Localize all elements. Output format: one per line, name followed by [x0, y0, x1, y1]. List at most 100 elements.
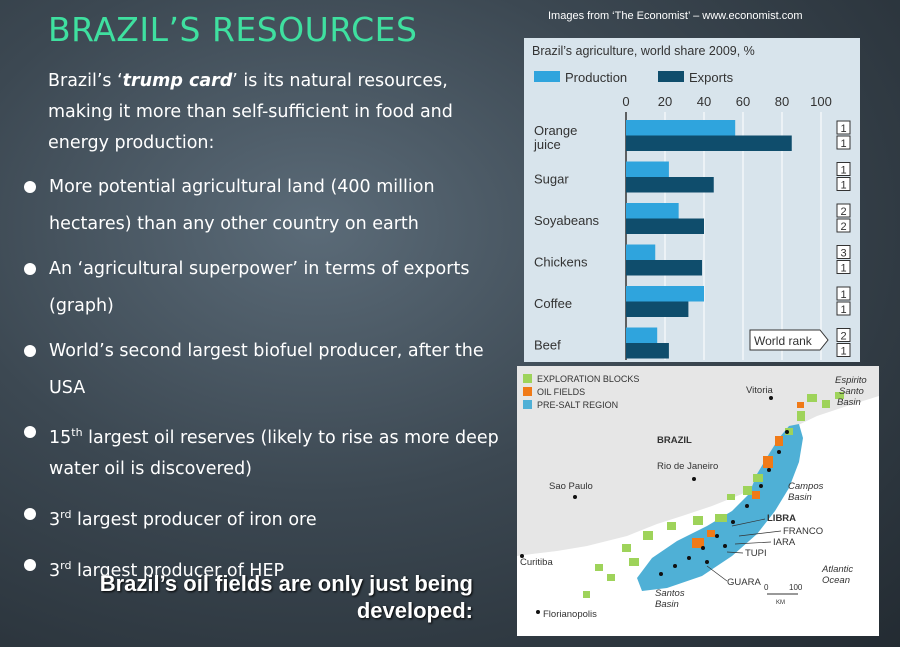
label-brazil: BRAZIL [657, 435, 692, 446]
rank-box [836, 286, 851, 301]
category-label: Coffee [534, 296, 572, 311]
rank-box [836, 218, 851, 233]
rank-box [836, 343, 851, 357]
slide-title: BRAZIL’S RESOURCES [48, 10, 418, 49]
label-curitiba: Curitiba [520, 557, 553, 568]
city-marker [573, 495, 577, 499]
label-tupi: TUPI [745, 548, 767, 559]
bullet-list: More potential agricultural land (400 mi… [22, 172, 512, 601]
intro-text: Brazil’s ‘trump card’ is its natural res… [48, 66, 498, 159]
legend-swatch-exports [658, 71, 684, 82]
world-rank-callout [749, 329, 829, 351]
bullet-item: 3rd largest producer of HEP [22, 550, 512, 587]
bullet-item: More potential agricultural land (400 mi… [22, 172, 512, 240]
label-atlantic-1: Atlantic [821, 564, 853, 575]
label-campos-1: Campos [788, 481, 824, 492]
label-libra: LIBRA [767, 513, 796, 524]
bar-production [626, 327, 658, 343]
label-espirito-2: Santo [839, 386, 864, 397]
rank-value: 3 [840, 248, 846, 260]
x-tick-label: 20 [658, 94, 672, 109]
rank-value: 1 [840, 263, 846, 275]
scale-unit: KM [776, 600, 785, 606]
label-franco: FRANCO [783, 526, 823, 537]
rank-value: 2 [840, 206, 846, 218]
rank-value: 1 [840, 138, 846, 150]
presalt-legend-swatch [523, 400, 532, 409]
legend-presalt: PRE-SALT REGION [537, 400, 618, 410]
bullet-text-end: largest producer of iron ore [71, 510, 317, 531]
label-iara: IARA [773, 537, 796, 548]
city-marker [520, 554, 524, 558]
bar-exports [626, 343, 669, 359]
rank-box [836, 162, 851, 176]
label-guara: GUARA [727, 577, 761, 588]
bar-exports [626, 260, 703, 276]
bullet-text: An ‘agricultural superpower’ in terms of… [49, 258, 470, 316]
rank-box [836, 328, 851, 342]
intro-emphasis: trump card [122, 71, 233, 91]
bullet-text: 15 [49, 428, 72, 449]
bullet-item: 3rd largest producer of iron ore [22, 499, 512, 536]
rank-value: 1 [840, 289, 846, 301]
bullet-dot-icon [24, 559, 36, 572]
rank-value: 2 [840, 221, 846, 233]
map-legend: EXPLORATION BLOCKS OIL FIELDS PRE-SALT R… [523, 374, 639, 410]
category-label: Chickens [534, 255, 588, 270]
rank-value: 1 [840, 123, 846, 135]
oil-fields-map-svg: EXPLORATION BLOCKS OIL FIELDS PRE-SALT R… [517, 366, 879, 620]
bullet-dot-icon [24, 262, 36, 275]
bullet-dot-icon [24, 426, 36, 439]
bullet-dot-icon [24, 344, 36, 357]
agriculture-chart-svg: Brazil’s agriculture, world share 2009, … [532, 44, 851, 360]
category-label: Soyabeans [534, 213, 600, 228]
legend-exploration: EXPLORATION BLOCKS [537, 374, 639, 384]
scale-max: 100 [789, 583, 803, 592]
bullet-text: More potential agricultural land (400 mi… [49, 177, 435, 234]
label-santos-2: Basin [655, 599, 679, 610]
bar-exports [626, 218, 704, 234]
land-mass [517, 366, 879, 556]
bullet-sup: rd [60, 508, 72, 522]
bullet-item: 15th largest oil reserves (likely to ris… [22, 417, 512, 485]
scale-zero: 0 [764, 583, 769, 592]
bullet-dot-icon [24, 181, 36, 193]
rank-box [836, 135, 851, 150]
bullet-dot-icon [24, 508, 36, 521]
label-espirito-1: Espirito [835, 375, 867, 386]
chart-title: Brazil’s agriculture, world share 2009, … [532, 44, 755, 58]
agriculture-chart: Brazil’s agriculture, world share 2009, … [524, 38, 860, 362]
legend-label-exports: Exports [689, 70, 734, 85]
category-label: Orange [534, 123, 577, 138]
legend-label-production: Production [565, 70, 627, 85]
rank-box [836, 301, 851, 316]
label-florianopolis: Florianopolis [543, 609, 597, 620]
bar-production [626, 286, 704, 302]
city-marker [536, 610, 540, 614]
bar-exports [626, 301, 689, 317]
exploration-legend-swatch [523, 374, 532, 383]
pre-salt-region [637, 424, 803, 591]
intro-part-1: Brazil’s ‘ [48, 71, 123, 91]
wells [659, 430, 789, 576]
rank-box [836, 177, 851, 191]
label-santos-1: Santos [655, 588, 685, 599]
category-label: juice [533, 137, 561, 152]
bar-production [626, 161, 669, 177]
bullet-text: 3 [49, 510, 61, 531]
rank-box [836, 260, 851, 274]
field-leader-lines [706, 518, 782, 582]
rank-box [836, 120, 851, 135]
x-tick-label: 100 [810, 94, 832, 109]
rank-value: 1 [840, 165, 846, 177]
label-atlantic-2: Ocean [822, 575, 850, 586]
world-rank-label: World rank [754, 334, 813, 348]
bullet-text-end: largest producer of HEP [71, 560, 285, 581]
oil-fields [692, 402, 804, 548]
oil-legend-swatch [523, 387, 532, 396]
oil-fields-map: EXPLORATION BLOCKS OIL FIELDS PRE-SALT R… [517, 366, 879, 636]
bullet-item: An ‘agricultural superpower’ in terms of… [22, 254, 512, 322]
rank-box [836, 203, 851, 218]
label-rio: Rio de Janeiro [657, 461, 718, 472]
rank-box [836, 245, 851, 259]
